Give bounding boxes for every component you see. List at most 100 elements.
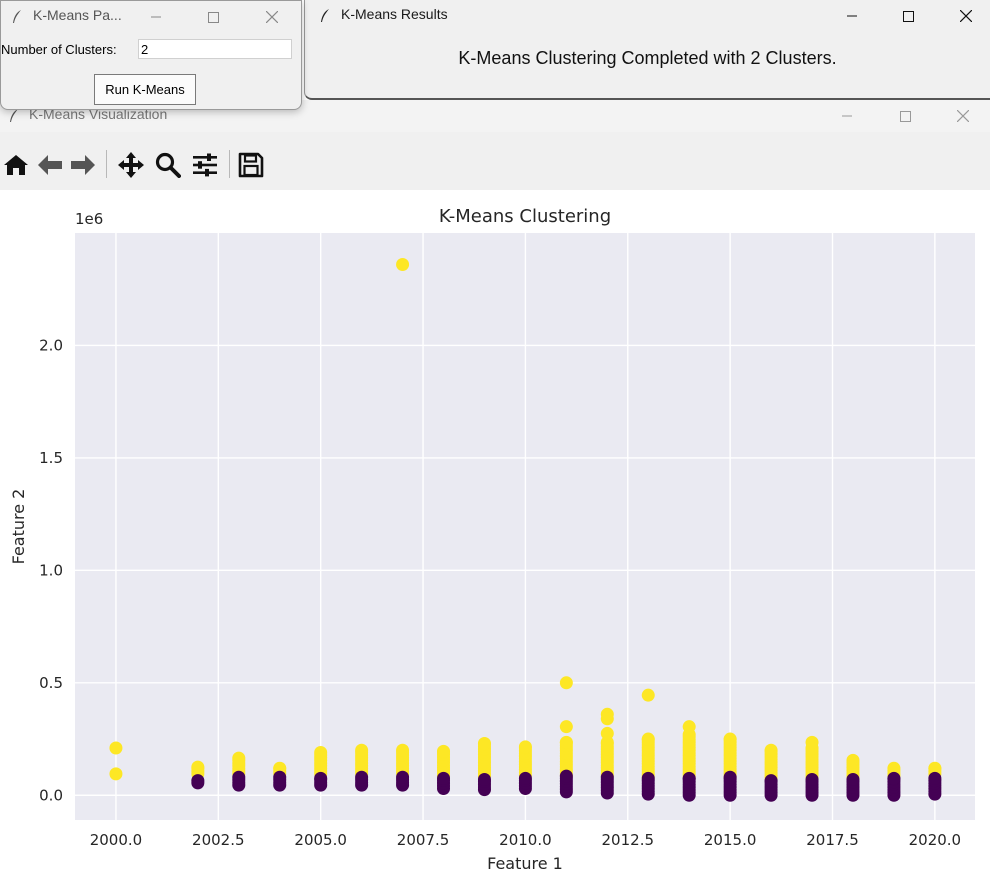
toolbar-separator: [106, 150, 107, 178]
params-titlebar[interactable]: K-Means Pa...: [1, 1, 301, 33]
cluster-0-point: [437, 771, 451, 785]
feather-icon: [321, 9, 329, 22]
results-titlebar[interactable]: K-Means Results: [305, 0, 990, 32]
maximize-button[interactable]: [885, 0, 931, 32]
close-button[interactable]: [940, 100, 986, 132]
cluster-0-point: [355, 770, 369, 784]
close-icon: [266, 11, 278, 23]
results-title: K-Means Results: [341, 6, 448, 22]
cluster-0-point: [928, 771, 942, 785]
save-button[interactable]: [235, 149, 267, 181]
cluster-1-point: [477, 737, 491, 751]
visualization-window: K-Means Visualization: [0, 100, 990, 885]
cluster-0-point: [764, 774, 778, 788]
maximize-icon: [207, 11, 219, 23]
close-icon: [957, 110, 969, 122]
cluster-1-point: [518, 740, 532, 754]
save-icon: [238, 152, 264, 178]
maximize-button[interactable]: [190, 1, 236, 33]
cluster-0-point: [641, 771, 655, 785]
cluster-1-point: [314, 746, 328, 760]
close-button[interactable]: [943, 0, 989, 32]
cluster-1-point: [764, 743, 778, 757]
cluster-1-point: [641, 732, 655, 746]
y-tick-label: 2.0: [39, 336, 63, 354]
cluster-1-point: [600, 712, 614, 726]
cluster-1-point: [887, 761, 901, 775]
cluster-1-point: [355, 743, 369, 757]
results-window: K-Means Results K-Means Clustering Compl…: [304, 0, 990, 100]
minimize-button[interactable]: [829, 0, 875, 32]
cluster-0-point: [477, 773, 491, 787]
scatter-plot[interactable]: 2000.0 2002.5 2005.0 2007.5 2010.0 2012.5 2015…: [0, 190, 990, 885]
cluster-1-point: [109, 741, 123, 755]
figure-canvas[interactable]: 2000.0 2002.5 2005.0 2007.5 2010.0 2012.5 2015…: [0, 190, 990, 885]
cluster-0-point: [191, 774, 205, 788]
cluster-0-point: [723, 770, 737, 784]
maximize-icon: [899, 110, 911, 122]
cluster-1-point: [559, 735, 573, 749]
home-button[interactable]: [0, 149, 32, 181]
y-offset-text: 1e6: [75, 210, 103, 228]
cluster-1-point: [641, 688, 655, 702]
cluster-1-point: [396, 743, 410, 757]
cluster-1-point: [600, 735, 614, 749]
cluster-1-point: [846, 753, 860, 767]
cluster-0-point: [600, 770, 614, 784]
cluster-1-point: [559, 720, 573, 734]
params-window: K-Means Pa... Number of Clusters: Run K-…: [0, 0, 302, 110]
pan-icon: [118, 152, 144, 178]
x-tick-label: 2007.5: [397, 831, 450, 849]
maximize-button[interactable]: [882, 100, 928, 132]
x-tick-label: 2002.5: [192, 831, 245, 849]
back-icon: [38, 155, 62, 175]
results-message: K-Means Clustering Completed with 2 Clus…: [458, 48, 837, 68]
minimize-icon: [842, 115, 852, 117]
close-button[interactable]: [249, 1, 295, 33]
x-tick-label: 2020.0: [909, 831, 962, 849]
cluster-1-point: [232, 751, 246, 765]
cluster-1-point: [191, 760, 205, 774]
minimize-button[interactable]: [133, 1, 179, 33]
configure-subplots-button[interactable]: [189, 149, 221, 181]
zoom-icon: [155, 152, 181, 178]
minimize-icon: [151, 16, 161, 18]
y-tick-label: 0.0: [39, 786, 63, 804]
y-tick-label: 1.0: [39, 561, 63, 579]
cluster-0-point: [805, 773, 819, 787]
cluster-0-point: [232, 770, 246, 784]
zoom-button[interactable]: [152, 149, 184, 181]
feather-icon: [10, 109, 18, 122]
cluster-1-point: [437, 744, 451, 758]
cluster-0-point: [559, 769, 573, 783]
forward-button[interactable]: [67, 149, 99, 181]
clusters-label: Number of Clusters:: [1, 42, 117, 57]
chart-title: K-Means Clustering: [439, 206, 611, 227]
cluster-1-point: [273, 761, 287, 775]
x-axis-label: Feature 1: [487, 854, 563, 873]
cluster-0-point: [314, 771, 328, 785]
cluster-0-point: [887, 771, 901, 785]
params-title: K-Means Pa...: [33, 7, 122, 23]
toolbar-separator: [229, 150, 230, 178]
close-icon: [960, 10, 972, 22]
minimize-button[interactable]: [824, 100, 870, 132]
pan-button[interactable]: [115, 149, 147, 181]
matplotlib-toolbar: [0, 140, 990, 190]
cluster-0-point: [518, 771, 532, 785]
back-button[interactable]: [34, 149, 66, 181]
clusters-input[interactable]: [138, 39, 292, 59]
cluster-1-point: [682, 720, 696, 734]
forward-icon: [71, 155, 95, 175]
cluster-1-point: [109, 767, 123, 781]
x-tick-label: 2005.0: [294, 831, 347, 849]
cluster-0-point: [396, 770, 410, 784]
run-kmeans-button[interactable]: Run K-Means: [94, 74, 196, 105]
x-tick-label: 2012.5: [602, 831, 655, 849]
cluster-1-point: [396, 257, 410, 271]
x-tick-label: 2000.0: [90, 831, 143, 849]
cluster-1-point: [559, 676, 573, 690]
home-icon: [4, 155, 28, 175]
x-tick-label: 2017.5: [806, 831, 859, 849]
cluster-1-point: [928, 761, 942, 775]
